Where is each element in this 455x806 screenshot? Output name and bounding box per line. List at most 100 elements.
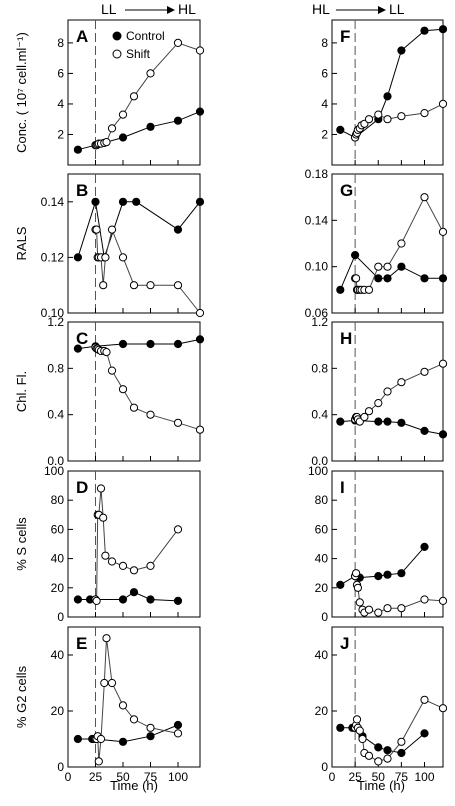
panel-a-control-point (73, 145, 83, 154)
panel-f-control-point (438, 25, 448, 34)
right-header-from: HL (312, 1, 330, 17)
panel-d-ytick-label: 40 (51, 552, 65, 566)
panel-d-shift-point (92, 596, 101, 606)
panel-j-letter: J (340, 634, 349, 653)
panel-h-control-point (336, 417, 345, 426)
panel-c-frame (67, 321, 201, 462)
panel-b-shift-point (99, 281, 108, 290)
panel-a-shift-point (195, 46, 205, 55)
panel-g-control-point (351, 251, 360, 260)
panel-e-ytick-label: 20 (51, 704, 65, 718)
panel-i-frame (331, 470, 444, 618)
panel-j-control-point (397, 748, 406, 758)
panel-c-shift-point (195, 425, 205, 434)
panel-i-ytick-label: 0 (321, 610, 328, 624)
panel-a-shift-point (129, 92, 139, 101)
panel-b-frame (67, 173, 201, 314)
panel-d-shift-point (96, 484, 106, 493)
panel-g-control-point (438, 274, 448, 283)
panel-b-ytick-label: 0.14 (41, 195, 65, 209)
panel-e-ytick-label: 40 (51, 648, 65, 662)
panel-c-control-point (73, 344, 83, 353)
panel-f-shift-point (397, 112, 406, 121)
panel-a-letter: A (76, 27, 88, 46)
panel-c-shift-point (173, 418, 183, 427)
panel-e-control-point (146, 732, 155, 741)
panel-e: E 0 20 40 0 25 50 75 100 % G2 cells (14, 626, 201, 784)
panel-b-letter: B (76, 181, 88, 200)
panel-h-shift-point (383, 387, 392, 396)
panel-g-letter: G (340, 181, 353, 200)
panel-d-ytick-label: 20 (51, 581, 65, 595)
right-header: HL LL (312, 1, 405, 17)
panel-j-xtick-label: 25 (348, 770, 362, 784)
panel-f-control-point (420, 26, 429, 35)
panel-f-ytick-label: 4 (321, 97, 328, 111)
panel-e-shift-point (102, 634, 111, 643)
panel-h-shift-point (364, 407, 374, 416)
panel-j-control-point (420, 729, 429, 738)
panel-j-control-point (374, 743, 383, 752)
panel-i-shift-point (355, 598, 364, 607)
panel-a-ytick-label: 8 (57, 36, 64, 50)
panel-c-shift-point (102, 348, 111, 357)
panel-g-shift-point (374, 262, 383, 271)
panel-b-shift-point (146, 281, 155, 290)
panel-c: C 0.0 0.4 0.8 1.2 Chl. Fl. (14, 315, 205, 468)
panel-e-shift-point (118, 701, 128, 710)
panel-e-xtick-label: 100 (168, 770, 188, 784)
panel-d: D 0 20 40 60 80 100 % S cells (14, 464, 201, 624)
panel-b-ytick-label: 0.12 (41, 250, 65, 264)
panel-d-control-point (146, 595, 155, 604)
panel-f-letter: F (340, 27, 350, 46)
panel-h-control-point (374, 417, 383, 426)
panel-b-shift-line (95, 227, 201, 314)
legend-shift-marker (112, 49, 122, 59)
panel-h-ytick-label: 1.2 (311, 315, 328, 329)
panel-i-shift-point (438, 596, 448, 606)
panel-a-shift-point (118, 110, 128, 119)
panel-g-ytick-label: 0.18 (305, 167, 329, 181)
panel-j-shift-point (397, 737, 406, 746)
panel-h-shift-point (438, 359, 448, 368)
legend-control-marker (112, 31, 122, 41)
panel-h-shift-point (374, 399, 383, 408)
panel-f: F 2 4 6 8 (321, 19, 448, 166)
panel-h-ytick-label: 0.0 (311, 454, 328, 468)
panel-d-shift-point (173, 525, 183, 534)
panel-e-shift-point (107, 678, 117, 688)
panel-j-ytick-label: 40 (315, 648, 329, 662)
panel-i-shift-point (364, 605, 374, 614)
panel-a: A 2 4 6 8 Conc. ( 10⁷ cell.ml⁻¹) (14, 19, 205, 166)
panel-c-ylabel: Chl. Fl. (14, 371, 29, 412)
panel-a-shift-point (102, 138, 111, 147)
panel-i: I 0 20 40 60 80 100 (308, 464, 448, 624)
panel-d-control-point (118, 595, 128, 604)
panel-e-xtick-label: 0 (65, 770, 72, 784)
left-header-arrow-icon (167, 6, 175, 14)
panel-e-control-point (173, 720, 183, 730)
panel-g-shift-point (352, 274, 361, 283)
panel-g-ytick-label: 0.06 (305, 306, 329, 320)
left-header-to: HL (178, 1, 196, 17)
panel-i-ytick-label: 40 (315, 552, 329, 566)
panel-g-control-point (383, 274, 392, 283)
panel-f-shift-point (383, 115, 392, 124)
panel-j-shift-point (438, 704, 448, 713)
legend-shift-label: Shift (126, 47, 151, 61)
legend-control-label: Control (126, 29, 165, 43)
panel-e-shift-point (173, 729, 183, 738)
panel-f-ytick-label: 6 (321, 66, 328, 80)
panel-j-frame (331, 626, 444, 768)
panel-h-control-point (397, 418, 406, 427)
panel-f-shift-point (438, 99, 448, 109)
x-axis-label-left: Time (h) (110, 778, 158, 793)
panel-d-shift-point (107, 557, 117, 566)
panel-j-control-point (336, 723, 345, 732)
panel-j: J 0 20 40 0 25 50 75 100 (315, 626, 448, 784)
panel-a-ytick-label: 4 (57, 97, 64, 111)
panel-d-shift-point (146, 561, 155, 571)
panel-e-shift-line (95, 638, 179, 762)
panel-c-ytick-label: 0.4 (47, 408, 64, 422)
panel-h-shift-point (420, 367, 429, 376)
